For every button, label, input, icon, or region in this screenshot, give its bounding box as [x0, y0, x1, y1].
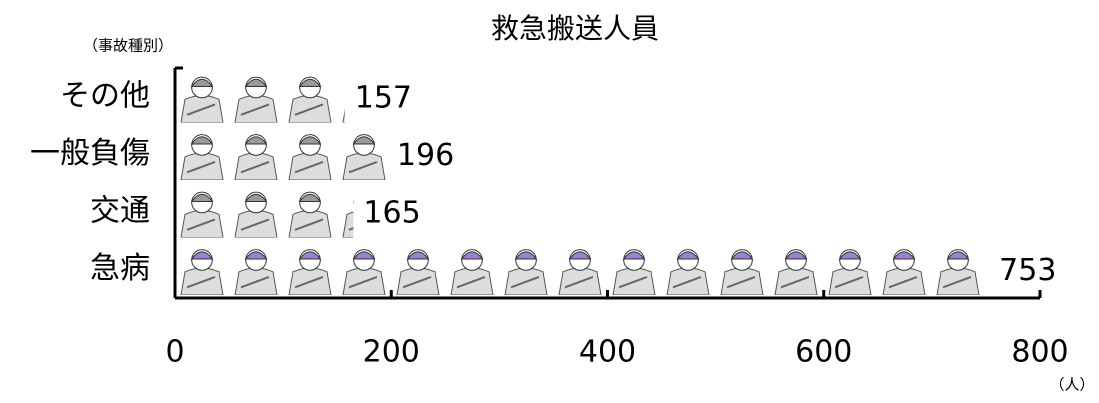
value-label: 157 [355, 80, 412, 115]
value-label: 196 [397, 138, 454, 173]
y-tick-label: 交通 [90, 193, 150, 228]
x-axis-label: （人） [1049, 376, 1094, 394]
y-tick-label: その他 [60, 78, 150, 113]
plot: 157 その他 196 一般負傷 165 交通 753 急病 0 200 400 600 800 [30, 66, 1069, 370]
x-tick-label: 600 [795, 335, 852, 370]
y-axis-label: （事故種別） [83, 37, 173, 55]
value-label: 753 [999, 253, 1056, 288]
x-tick-label: 800 [1011, 335, 1068, 370]
bar [175, 186, 354, 238]
x-tick-label: 200 [363, 335, 420, 370]
bar [175, 71, 345, 123]
x-tick-label: 0 [165, 335, 184, 370]
chart-title: 救急搬送人員 [491, 12, 659, 45]
value-label: 165 [363, 195, 420, 230]
y-tick-label: 急病 [90, 251, 150, 286]
bar [175, 243, 990, 295]
bar [175, 128, 387, 180]
x-tick-label: 400 [579, 335, 636, 370]
y-tick-label: 一般負傷 [30, 136, 150, 171]
